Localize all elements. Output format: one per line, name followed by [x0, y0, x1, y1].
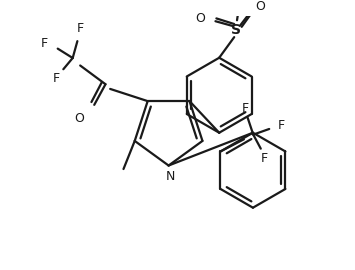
Text: F: F [52, 72, 59, 85]
Text: O: O [256, 0, 266, 13]
Text: O: O [196, 12, 206, 25]
Text: S: S [231, 23, 241, 37]
Text: F: F [77, 22, 84, 35]
Text: F: F [261, 151, 268, 164]
Text: N: N [166, 170, 175, 183]
Text: O: O [74, 112, 84, 125]
Text: F: F [242, 102, 249, 115]
Text: F: F [278, 119, 285, 132]
Text: F: F [41, 36, 48, 49]
